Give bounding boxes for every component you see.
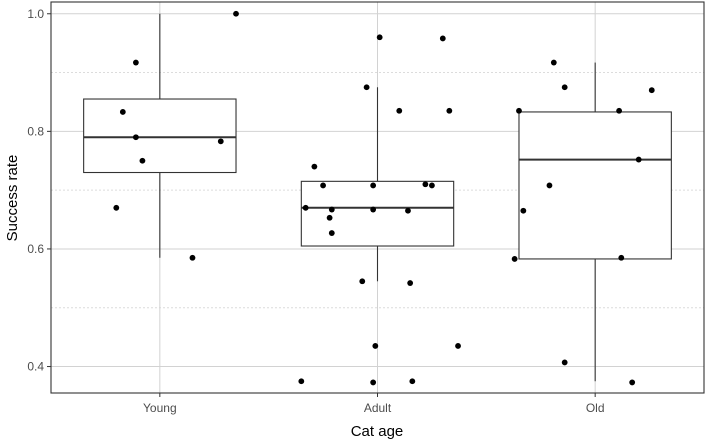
- y-tick-label: 0.8: [27, 124, 44, 138]
- y-tick-label: 1.0: [27, 7, 44, 21]
- data-point: [132, 134, 139, 141]
- data-point: [405, 207, 411, 214]
- data-point: [132, 59, 139, 66]
- box-old: [518, 111, 672, 260]
- data-point: [439, 35, 446, 42]
- data-point: [370, 379, 377, 386]
- data-point: [320, 182, 326, 189]
- data-point: [372, 343, 379, 349]
- x-tick-label-adult: Adult: [364, 401, 392, 415]
- data-point: [328, 230, 335, 236]
- data-point: [302, 204, 309, 211]
- data-point: [328, 206, 335, 213]
- data-point: [629, 379, 636, 386]
- data-point: [113, 204, 120, 211]
- y-axis-title: Success rate: [4, 155, 21, 242]
- data-point: [455, 343, 461, 349]
- data-point: [359, 278, 366, 285]
- data-point: [422, 181, 429, 188]
- x-axis-title: Cat age: [351, 423, 404, 440]
- box-adult: [300, 180, 455, 247]
- y-tick-label: 0.4: [27, 360, 44, 374]
- data-point: [648, 87, 655, 94]
- box-layer: [83, 13, 672, 382]
- data-point: [189, 254, 196, 261]
- data-point: [546, 182, 553, 189]
- x-tick-label-young: Young: [143, 401, 177, 415]
- data-point: [298, 378, 305, 385]
- data-point: [561, 359, 568, 366]
- data-point: [429, 182, 435, 189]
- data-point: [516, 107, 522, 114]
- data-point: [311, 163, 318, 170]
- data-point: [370, 206, 377, 213]
- data-point: [396, 107, 403, 114]
- data-point: [635, 156, 642, 163]
- data-point: [616, 107, 623, 114]
- data-point: [139, 157, 146, 164]
- axis-layer: 0.4 0.6 0.8 1.0 Young Adult Old: [27, 7, 604, 415]
- data-point: [511, 256, 518, 262]
- data-point: [561, 84, 568, 91]
- data-point: [409, 378, 416, 385]
- data-point: [550, 59, 557, 66]
- point-layer: [113, 10, 655, 386]
- data-point: [376, 34, 383, 41]
- y-tick-label: 0.6: [27, 242, 44, 256]
- data-point: [407, 280, 414, 286]
- data-point: [119, 109, 126, 115]
- box-young: [83, 98, 237, 174]
- data-point: [370, 182, 377, 189]
- data-point: [233, 10, 239, 17]
- data-point: [446, 107, 453, 114]
- x-tick-label-old: Old: [586, 401, 605, 415]
- data-point: [217, 138, 224, 145]
- data-point: [520, 207, 527, 214]
- data-point: [363, 84, 370, 91]
- data-point: [326, 214, 333, 221]
- data-point: [618, 254, 625, 261]
